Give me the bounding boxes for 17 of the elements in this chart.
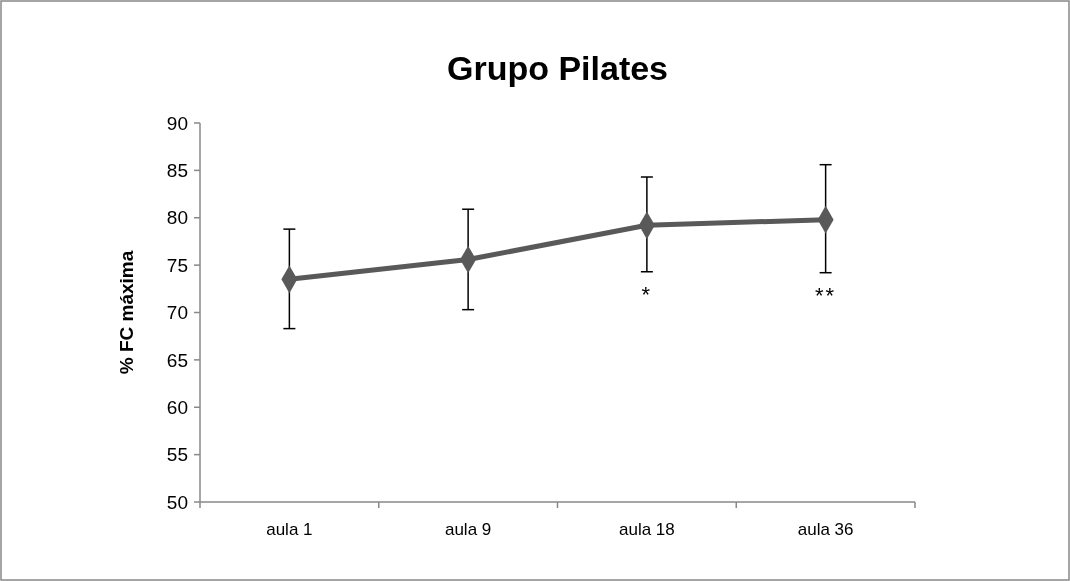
y-tick-label: 85 — [166, 160, 188, 182]
x-tick-label: aula 18 — [618, 520, 675, 539]
y-tick-label: 65 — [166, 349, 188, 371]
y-axis-title: % FC máxima — [116, 250, 137, 375]
y-tick-label: 60 — [166, 396, 188, 418]
y-tick-label: 75 — [166, 254, 188, 276]
y-tick-label: 55 — [166, 444, 188, 466]
y-tick-label: 80 — [166, 207, 188, 229]
y-tick-label: 50 — [166, 491, 188, 513]
chart-title: Grupo Pilates — [446, 49, 669, 87]
y-tick-label: 90 — [166, 112, 188, 134]
x-tick-label: aula 36 — [797, 520, 854, 539]
annotation: ** — [815, 282, 837, 308]
x-tick-label: aula 9 — [444, 520, 492, 539]
annotation: * — [641, 281, 653, 307]
x-tick-label: aula 1 — [266, 520, 313, 539]
y-tick-label: 70 — [166, 302, 188, 324]
